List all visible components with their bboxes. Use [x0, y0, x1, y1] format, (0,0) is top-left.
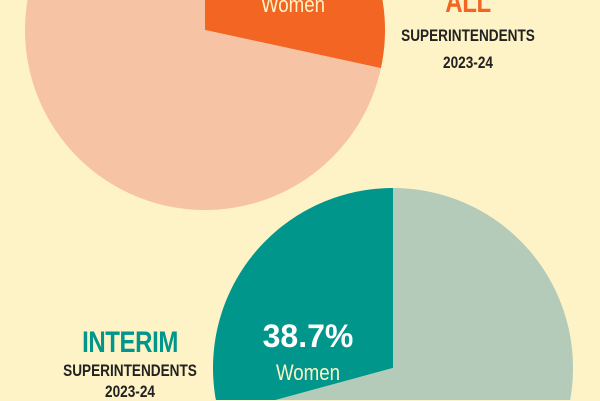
all-pie-slice-women — [205, 0, 385, 69]
interim-pie-slice-women — [213, 188, 393, 400]
all-period: 2023-24 — [443, 53, 493, 72]
all-title: ALL — [445, 0, 491, 19]
interim-women-percent: 38.7% — [262, 318, 354, 354]
interim-subtitle: SUPERINTENDENTS — [63, 361, 197, 380]
interim-pie-slice-other — [275, 188, 573, 400]
all-women-label: Women — [260, 0, 326, 17]
all-subtitle: SUPERINTENDENTS — [401, 26, 535, 45]
interim-period: 2023-24 — [105, 382, 155, 401]
interim-title: INTERIM — [82, 326, 178, 359]
all-pie-slice-other — [25, 0, 381, 210]
interim-women-label: Women — [275, 360, 341, 385]
